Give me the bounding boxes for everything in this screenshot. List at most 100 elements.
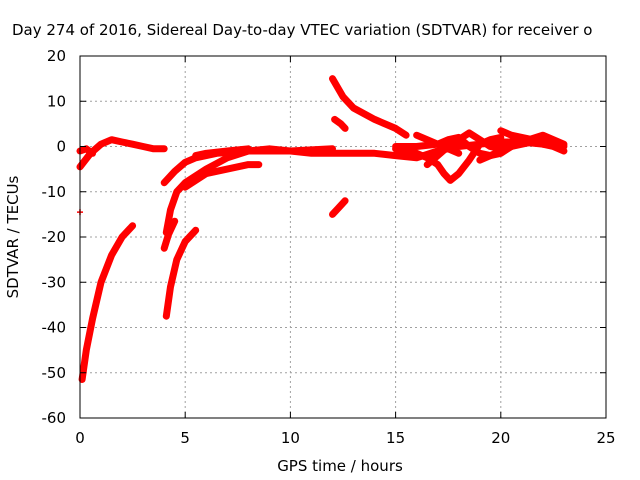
data-point bbox=[337, 120, 344, 127]
grid-lines bbox=[80, 56, 606, 418]
series-line bbox=[78, 222, 137, 383]
x-tick-label: 20 bbox=[491, 429, 510, 447]
data-point bbox=[497, 127, 504, 134]
data-point bbox=[342, 125, 349, 132]
data-point bbox=[255, 161, 262, 168]
data-point bbox=[335, 204, 342, 211]
data-point bbox=[539, 141, 546, 148]
data-point bbox=[466, 143, 473, 150]
data-point bbox=[476, 150, 483, 157]
data-point bbox=[476, 136, 483, 143]
data-point bbox=[108, 252, 115, 259]
series-line bbox=[162, 226, 200, 320]
data-point bbox=[171, 168, 178, 175]
data-point bbox=[413, 150, 420, 157]
data-point bbox=[413, 143, 420, 150]
data-point bbox=[192, 227, 199, 234]
data-point bbox=[392, 152, 399, 159]
data-point bbox=[350, 150, 357, 157]
data-point bbox=[167, 283, 174, 290]
data-point bbox=[129, 141, 136, 148]
data-point bbox=[89, 315, 96, 322]
chart-title: Day 274 of 2016, Sidereal Day-to-day VTE… bbox=[12, 21, 592, 39]
series-arc-p bbox=[413, 131, 463, 157]
data-point bbox=[182, 184, 189, 191]
data-point bbox=[89, 150, 96, 157]
data-point bbox=[476, 157, 483, 164]
data-point bbox=[119, 138, 126, 145]
y-tick-label: -50 bbox=[42, 364, 67, 382]
series-line bbox=[329, 75, 410, 139]
data-point bbox=[497, 148, 504, 155]
plot-frame bbox=[79, 55, 607, 419]
x-axis-label: GPS time / hours bbox=[277, 457, 403, 475]
data-point bbox=[392, 143, 399, 150]
data-point bbox=[171, 218, 178, 225]
data-point bbox=[529, 136, 536, 143]
y-tick-label: -10 bbox=[42, 183, 67, 201]
data-point bbox=[466, 129, 473, 136]
data-point bbox=[108, 136, 115, 143]
data-point bbox=[161, 179, 168, 186]
data-point bbox=[487, 143, 494, 150]
data-point bbox=[560, 148, 567, 155]
y-axis-label: SDTVAR / TECUs bbox=[4, 175, 22, 298]
data-point bbox=[83, 145, 90, 152]
x-tick-label: 0 bbox=[75, 429, 85, 447]
y-tick-label: 0 bbox=[56, 138, 66, 156]
data-point bbox=[392, 125, 399, 132]
series-arc-r bbox=[476, 147, 505, 164]
series-arc-k bbox=[331, 115, 349, 132]
x-tick-label: 10 bbox=[281, 429, 300, 447]
series-arc-q bbox=[497, 127, 568, 155]
data-point bbox=[182, 159, 189, 166]
data-point bbox=[329, 75, 336, 82]
data-point bbox=[140, 143, 147, 150]
data-point bbox=[445, 145, 452, 152]
y-tick-label: -20 bbox=[42, 228, 67, 246]
data-point bbox=[150, 145, 157, 152]
data-point bbox=[508, 132, 515, 139]
data-point bbox=[119, 234, 126, 240]
data-point bbox=[455, 150, 462, 157]
data-point bbox=[434, 152, 441, 159]
data-point bbox=[518, 134, 525, 141]
data-point bbox=[455, 136, 462, 143]
data-point bbox=[518, 141, 525, 148]
data-point bbox=[129, 222, 136, 229]
x-tick-label: 5 bbox=[180, 429, 190, 447]
series-arc-j bbox=[329, 75, 410, 139]
data-point bbox=[83, 347, 90, 354]
data-point bbox=[329, 211, 336, 218]
data-point bbox=[455, 143, 462, 150]
series-arc-h bbox=[181, 161, 263, 191]
data-point bbox=[203, 170, 210, 177]
data-point bbox=[329, 145, 336, 152]
series-line bbox=[181, 161, 263, 191]
y-tick-label: 10 bbox=[47, 92, 66, 110]
y-tick-label: -60 bbox=[42, 409, 67, 427]
series-arc-c bbox=[78, 222, 137, 383]
data-point bbox=[447, 177, 454, 184]
series-line bbox=[192, 145, 252, 160]
data-point bbox=[331, 116, 338, 123]
tick-labels: 0 5 10 15 20 25 -60 -50 -40 -30 -20 -10 0 10 20 bbox=[42, 47, 616, 447]
data-point bbox=[487, 136, 494, 143]
data-point bbox=[182, 238, 189, 245]
data-point bbox=[163, 313, 170, 320]
data-point bbox=[403, 132, 410, 139]
data-series bbox=[76, 75, 568, 383]
data-point bbox=[350, 105, 357, 112]
data-point bbox=[203, 150, 210, 157]
data-point bbox=[245, 161, 252, 168]
data-point bbox=[424, 161, 431, 168]
data-point bbox=[487, 152, 494, 159]
data-point bbox=[342, 197, 349, 204]
data-point bbox=[445, 136, 452, 143]
data-point bbox=[98, 141, 105, 148]
y-tick-label: -40 bbox=[42, 319, 67, 337]
data-point bbox=[413, 132, 420, 139]
data-point bbox=[224, 148, 231, 155]
data-point bbox=[371, 150, 378, 157]
data-point bbox=[560, 141, 567, 148]
